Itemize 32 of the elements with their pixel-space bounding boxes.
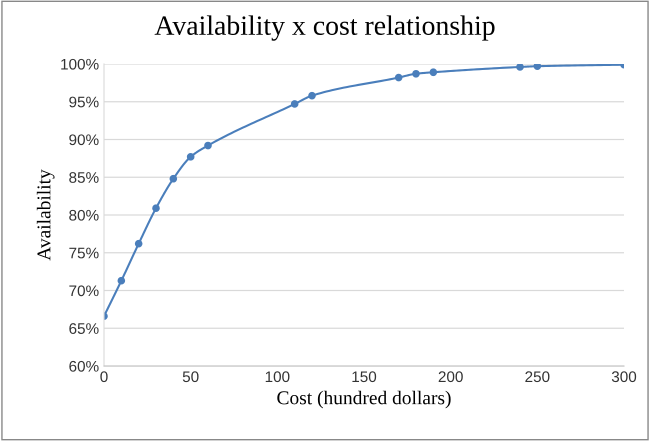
x-tick-label: 250 <box>525 371 550 382</box>
point <box>308 92 316 100</box>
point <box>290 100 298 108</box>
y-tick-label: 70% <box>69 285 99 296</box>
point <box>170 174 178 183</box>
y-tick-label: 90% <box>69 134 99 146</box>
point <box>118 276 126 285</box>
point <box>186 153 194 161</box>
point <box>204 142 212 150</box>
x-axis-title: Cost (hundred dollars) <box>277 390 451 408</box>
y-tick-label: 85% <box>69 172 99 183</box>
point <box>152 204 160 212</box>
point <box>394 74 402 82</box>
y-tick-label: 80% <box>69 210 99 221</box>
x-tick-label: 50 <box>182 371 199 382</box>
point <box>534 64 542 70</box>
y-tick-label: 60% <box>69 360 99 372</box>
x-tick-label: 0 <box>100 371 108 382</box>
x-tick-label: 200 <box>438 371 463 382</box>
chart-title: Availability x cost relationship <box>154 15 495 41</box>
x-tick-label: 300 <box>612 371 636 382</box>
point <box>430 68 438 76</box>
y-tick-label: 75% <box>69 248 99 258</box>
x-tick-label: 100 <box>266 371 290 382</box>
point <box>134 240 142 248</box>
y-axis-title: Availability <box>36 169 55 261</box>
x-tick-label: 150 <box>352 371 376 382</box>
y-tick-label: 95% <box>69 96 99 108</box>
point <box>516 64 524 71</box>
point <box>412 70 420 78</box>
y-tick-label: 100% <box>61 58 99 70</box>
y-tick-label: 65% <box>69 323 99 334</box>
